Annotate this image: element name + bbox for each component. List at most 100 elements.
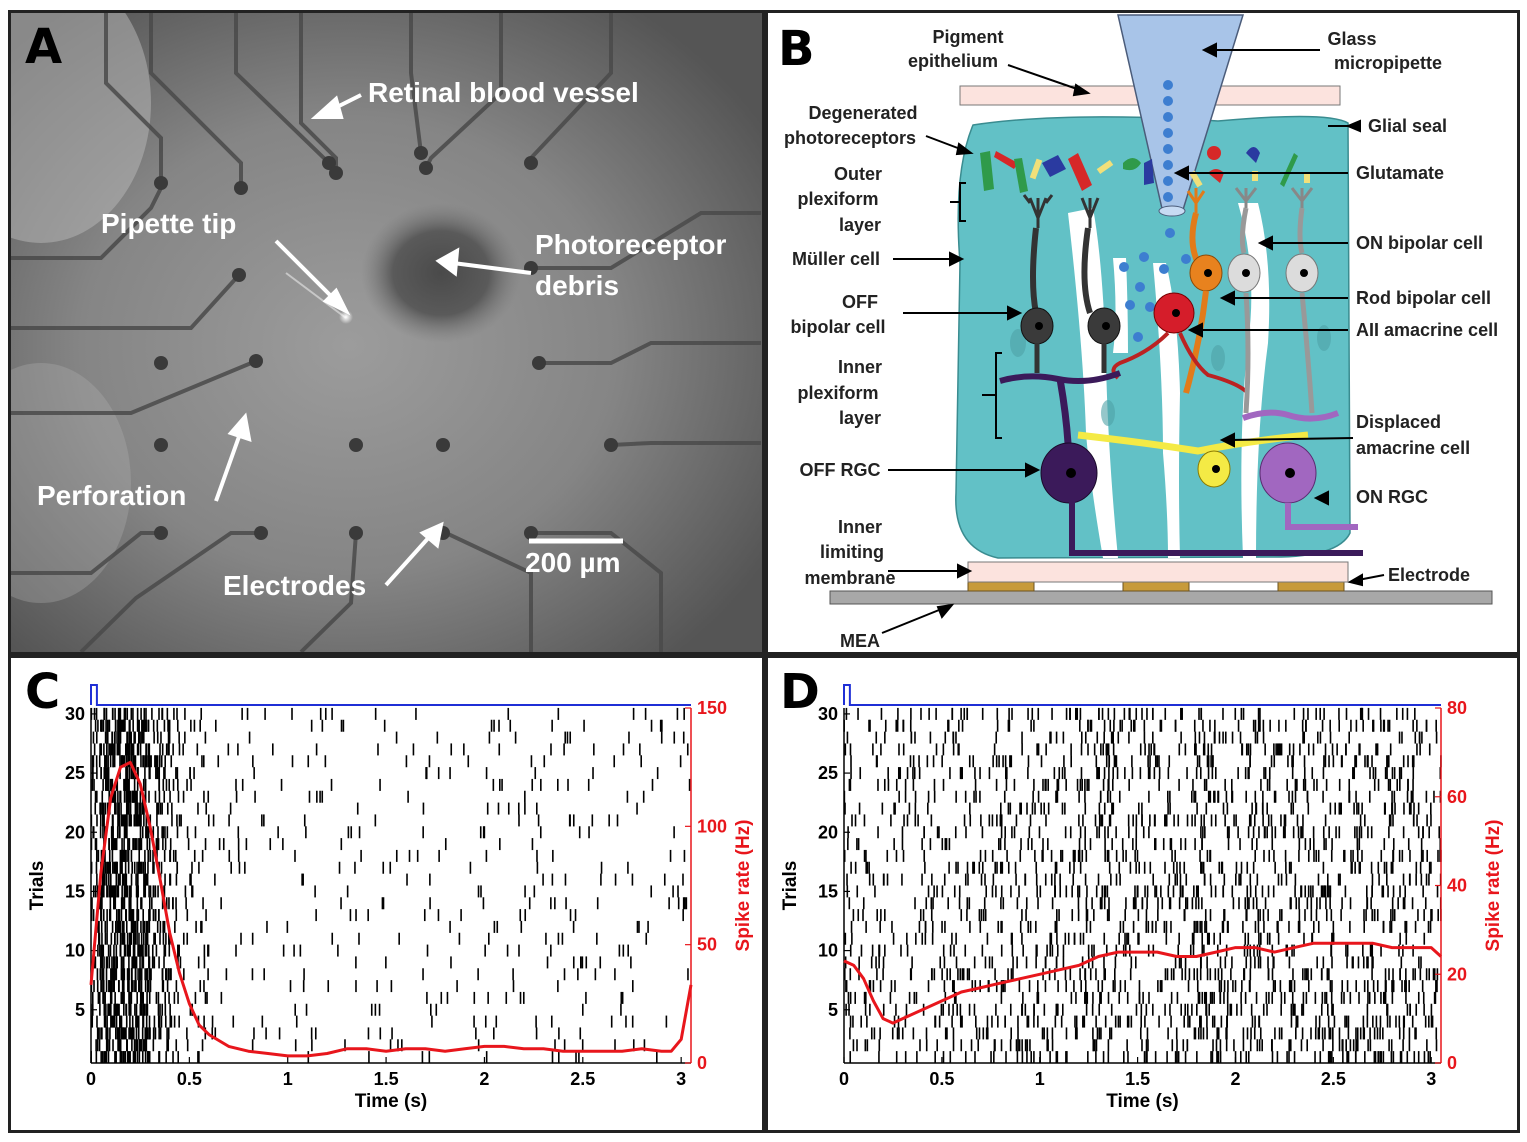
y-tick-label: 20 <box>65 822 85 842</box>
y-tick-label: 5 <box>828 1000 838 1020</box>
raster-chart-d: 0 0.5 1 1.5 2 2.5 3 5 10 15 20 25 30 0 20 40 60 80 Time (s… <box>780 684 1504 1112</box>
label-glass: Glass <box>1327 29 1376 49</box>
label-off-rgc: OFF RGC <box>800 460 881 480</box>
label-plexiform-2: plexiform <box>797 383 878 403</box>
label-pipette-tip: Pipette tip <box>101 208 236 239</box>
muller-nucleus <box>1211 345 1225 371</box>
on-bipolar-cell <box>1227 187 1261 414</box>
opl-bracket <box>950 182 966 222</box>
panel-c-raster-chart: 0 0.5 1 1.5 2 2.5 3 5 10 15 20 25 30 0 50 100 150 Time (s… <box>8 655 765 1133</box>
pipette-opening <box>1158 205 1186 217</box>
label-layer-2: layer <box>839 408 881 428</box>
y2-tick-label: 80 <box>1447 698 1467 718</box>
muller-nucleus <box>1317 325 1331 351</box>
scale-bar-label: 200 µm <box>525 547 621 578</box>
x-tick-label: 3 <box>676 1069 686 1089</box>
x-axis-label: Time (s) <box>355 1091 428 1112</box>
y-tick-label: 15 <box>65 881 85 901</box>
y-tick-label: 20 <box>818 822 838 842</box>
off-bipolar-dendrites <box>1022 194 1100 228</box>
label-glutamate: Glutamate <box>1356 163 1444 183</box>
arrow-head <box>310 95 344 119</box>
y-tick-label: 25 <box>818 763 838 783</box>
off-bipolar-cell <box>1081 227 1121 373</box>
label-inner-2: Inner <box>838 517 882 537</box>
label-mea: MEA <box>840 631 880 651</box>
pipette-tip-glow <box>339 310 353 324</box>
label-limiting: limiting <box>820 542 884 562</box>
label-glial-seal: Glial seal <box>1368 116 1447 136</box>
arrow-electrodes <box>384 533 433 587</box>
label-on-bipolar-cell: ON bipolar cell <box>1356 233 1483 253</box>
x-tick-label: 3 <box>1426 1069 1436 1089</box>
retina-micrograph: Retinal blood vessel Pipette tip Photore… <box>11 13 762 652</box>
label-plexiform: plexiform <box>797 189 878 209</box>
y2-tick-label: 20 <box>1447 964 1467 984</box>
y-tick-label: 30 <box>818 704 838 724</box>
label-perforation: Perforation <box>37 480 186 511</box>
panel-label-a: A <box>25 19 63 75</box>
label-bipolar-cell: bipolar cell <box>790 317 885 337</box>
electrode-pads <box>154 146 618 540</box>
arrow-head <box>227 412 252 442</box>
label-retinal-blood-vessel: Retinal blood vessel <box>368 77 639 108</box>
x-axis-label: Time (s) <box>1106 1091 1179 1112</box>
panel-label-d: D <box>780 664 820 720</box>
tissue-gap <box>1238 203 1270 558</box>
pipette-shaft <box>285 272 347 319</box>
electrode-pad <box>1122 581 1190 592</box>
mea-base <box>829 590 1493 605</box>
stimulus-trace <box>843 684 1441 706</box>
spike-raster <box>843 707 1442 1064</box>
x-tick-label: 2.5 <box>570 1069 595 1089</box>
x-tick-label: 0 <box>86 1069 96 1089</box>
label-micropipette: micropipette <box>1334 53 1442 73</box>
label-muller-cell: Müller cell <box>792 249 880 269</box>
y2-tick-label: 150 <box>697 698 727 718</box>
rod-bipolar-cell <box>1183 188 1223 394</box>
electrode-traces <box>11 13 761 652</box>
arrow-debris <box>452 261 532 275</box>
on-bipolar-cell <box>1285 187 1319 414</box>
electrode-pad <box>1277 581 1345 592</box>
panel-a-micrograph: Retinal blood vessel Pipette tip Photore… <box>8 10 765 655</box>
bright-region <box>11 363 131 603</box>
label-off: OFF <box>842 292 878 312</box>
label-photoreceptors: photoreceptors <box>784 128 916 148</box>
label-rod-bipolar-cell: Rod bipolar cell <box>1356 288 1491 308</box>
arrow-head <box>435 247 460 277</box>
muller-nucleus <box>1010 329 1026 357</box>
photoreceptor-debris-region <box>361 203 521 343</box>
label-displaced: Displaced <box>1356 412 1441 432</box>
schematic-pointers <box>881 42 1385 634</box>
glutamate-particles <box>1119 80 1191 342</box>
x-tick-label: 0.5 <box>177 1069 202 1089</box>
x-tick-label: 1 <box>283 1069 293 1089</box>
retina-schematic: Pigment epithelium Glass micropipette De… <box>784 14 1498 651</box>
spike-rate-line <box>89 760 693 1058</box>
raster-chart-c: 0 0.5 1 1.5 2 2.5 3 5 10 15 20 25 30 0 50 100 150 Time (s… <box>27 684 754 1112</box>
x-tick-label: 2 <box>479 1069 489 1089</box>
panel-label-c: C <box>25 664 61 720</box>
label-epithelium: epithelium <box>908 51 998 71</box>
x-tick-label: 0.5 <box>929 1069 954 1089</box>
panel-d-raster-chart: 0 0.5 1 1.5 2 2.5 3 5 10 15 20 25 30 0 20 40 60 80 Time (s… <box>765 655 1520 1133</box>
label-debris: debris <box>535 270 619 301</box>
degenerated-photoreceptors <box>980 146 1310 193</box>
off-rgc <box>999 370 1363 556</box>
y-axis-label: Trials <box>780 861 801 911</box>
y2-axis-label: Spike rate (Hz) <box>1483 820 1504 952</box>
label-membrane: membrane <box>804 568 895 588</box>
label-inner: Inner <box>838 357 882 377</box>
label-degenerated: Degenerated <box>808 103 917 123</box>
label-pigment: Pigment <box>932 27 1003 47</box>
x-tick-label: 1 <box>1035 1069 1045 1089</box>
label-electrode: Electrode <box>1388 565 1470 585</box>
label-layer: layer <box>839 215 881 235</box>
label-electrodes: Electrodes <box>223 570 366 601</box>
micrograph-labels: Retinal blood vessel Pipette tip Photore… <box>37 77 726 601</box>
x-tick-label: 2 <box>1230 1069 1240 1089</box>
electrode-pad <box>967 581 1035 592</box>
panel-b-schematic: Pigment epithelium Glass micropipette De… <box>765 10 1520 655</box>
stimulus-trace <box>90 684 691 706</box>
